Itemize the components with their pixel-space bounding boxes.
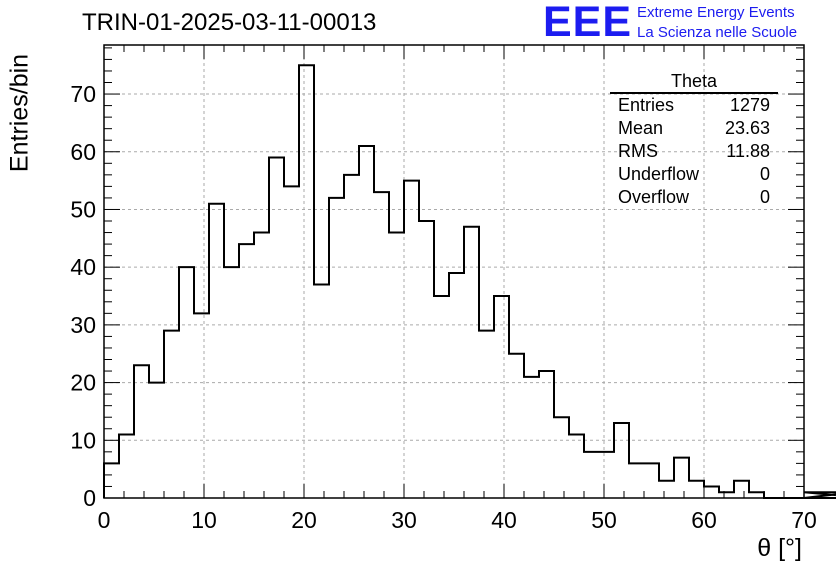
stats-label: Underflow (618, 164, 700, 184)
y-tick-label: 40 (70, 254, 96, 280)
y-tick-label: 50 (70, 196, 96, 222)
chart-title: TRIN-01-2025-03-11-00013 (82, 9, 377, 36)
x-tick-label: 30 (391, 507, 417, 533)
stats-row-underflow: Underflow 0 (610, 163, 778, 186)
x-tick-label: 70 (791, 507, 817, 533)
stats-value: 11.88 (726, 141, 770, 161)
stats-value: 0 (759, 164, 770, 184)
eee-logo: EEE (543, 0, 633, 46)
plot-frame (103, 44, 805, 499)
stats-row-overflow: Overflow 0 (610, 186, 778, 209)
x-tick-label: 40 (491, 507, 517, 533)
logo-text-line1: Extreme Energy Events (637, 4, 795, 21)
stats-label: RMS (618, 141, 658, 161)
stats-label: Mean (618, 118, 664, 138)
stats-label: Overflow (618, 187, 690, 207)
x-tick-label: 20 (291, 507, 317, 533)
y-tick-label: 70 (70, 81, 96, 107)
y-tick-label: 0 (83, 485, 96, 511)
histogram-line (103, 64, 836, 499)
x-tick-label: 0 (98, 507, 111, 533)
axis-ticks (103, 45, 805, 499)
x-tick-label: 10 (191, 507, 217, 533)
stats-row-rms: RMS 11.88 (610, 140, 778, 163)
y-tick-label: 20 (70, 370, 96, 396)
stats-label: Entries (618, 95, 675, 115)
stats-value: 1279 (729, 95, 770, 115)
x-tick-label: 60 (691, 507, 717, 533)
stats-row-mean: Mean 23.63 (610, 117, 778, 140)
stats-box: Theta Entries 1279 Mean 23.63 RMS 11.88 … (610, 70, 778, 209)
logo-text-line2: La Scienza nelle Scuole (637, 24, 798, 41)
y-tick-label: 60 (70, 139, 96, 165)
tick-labels: 0 10 20 30 40 50 60 70 0 10 20 30 40 50 60 70 (70, 81, 816, 533)
stats-value: 0 (759, 187, 770, 207)
stats-row-entries: Entries 1279 (610, 94, 778, 117)
x-tick-label: 50 (591, 507, 617, 533)
y-tick-label: 10 (70, 427, 96, 453)
x-axis-title: θ [°] (757, 534, 802, 562)
y-tick-label: 30 (70, 312, 96, 338)
grid-lines (104, 45, 804, 498)
stats-box-title: Theta (610, 70, 778, 94)
stats-value: 23.63 (724, 118, 770, 138)
